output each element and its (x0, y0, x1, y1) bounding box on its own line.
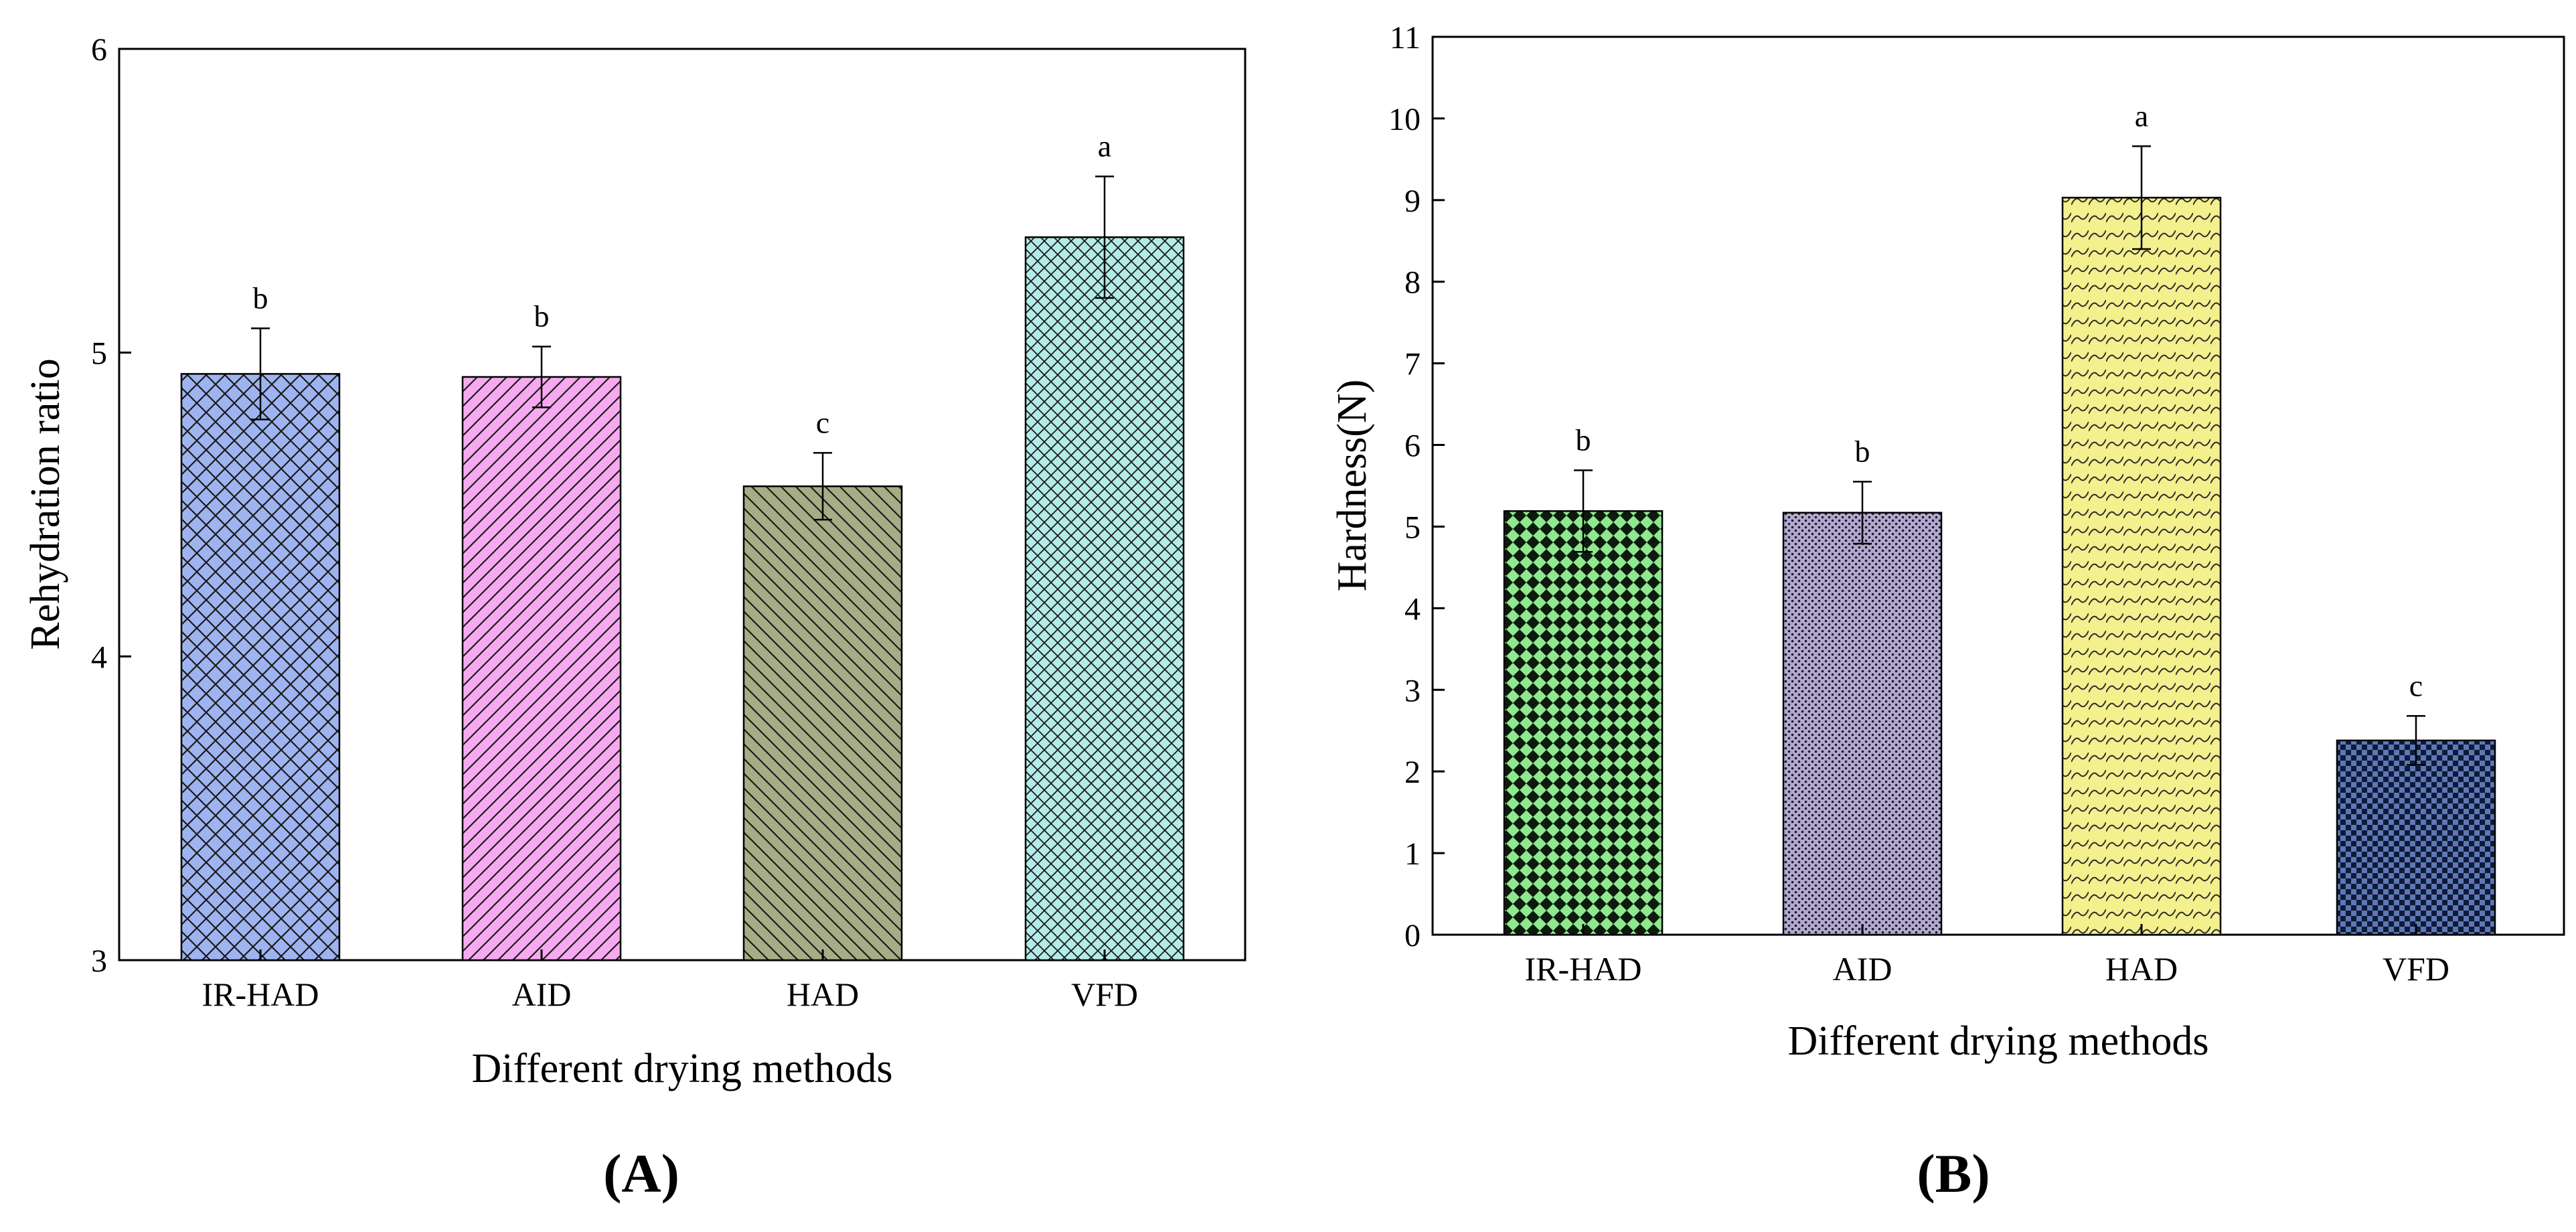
x-tick-label: AID (512, 976, 572, 1013)
y-tick-label: 5 (91, 336, 107, 372)
y-tick-label: 0 (1404, 918, 1421, 953)
bar-aid (461, 376, 622, 961)
y-tick-label: 1 (1404, 836, 1421, 872)
error-bar-had (813, 452, 832, 521)
x-tick-label: VFD (2383, 950, 2449, 988)
plot-area-b (1431, 35, 2565, 936)
x-tick-label: HAD (2105, 950, 2178, 988)
significance-label: a (1098, 129, 1111, 163)
panel-a: 3 4 5 6 b b c a IR-HAD AID HAD VFD Rehydration ra… (23, 32, 1246, 1204)
y-tick-label: 8 (1404, 265, 1421, 301)
bar-aid (1782, 512, 1943, 936)
error-bar-ir-had (251, 327, 270, 420)
xlabel-b: Different drying methods (1787, 1018, 2208, 1064)
error-bar-aid (1853, 481, 1872, 545)
bar-ir-had (1503, 510, 1664, 936)
bar-vfd (1024, 236, 1185, 961)
bar-had (2061, 196, 2222, 936)
y-tick-label: 4 (91, 639, 107, 675)
x-tick-label: IR-HAD (1525, 950, 1642, 988)
y-tick-label: 7 (1404, 347, 1421, 382)
error-bar-ir-had (1574, 469, 1593, 553)
panel-label-b: (B) (1917, 1143, 1990, 1204)
ylabel-a: Rehydration ratio (23, 358, 68, 650)
xlabel-a: Different drying methods (471, 1046, 892, 1091)
bar-ir-had (180, 373, 341, 961)
y-axis-b: 0 1 2 3 4 5 6 7 8 9 10 11 (1388, 20, 1445, 953)
panel-b: 0 1 2 3 4 5 6 7 8 9 10 11 b b a c IR-HAD AID HAD VFD Hard… (1330, 20, 2565, 1204)
y-tick-label: 6 (91, 32, 107, 68)
y-tick-label: 4 (1404, 591, 1421, 627)
x-axis-b: IR-HAD AID HAD VFD (1525, 924, 2449, 988)
x-tick-label: VFD (1071, 976, 1138, 1013)
significance-label: c (2409, 668, 2423, 702)
x-axis-a: IR-HAD AID HAD VFD (202, 949, 1138, 1013)
x-tick-label: HAD (787, 976, 859, 1013)
y-tick-label: 6 (1404, 429, 1421, 464)
y-tick-label: 2 (1404, 755, 1421, 790)
ylabel-b: Hardness(N) (1330, 380, 1375, 592)
y-tick-label: 11 (1390, 20, 1421, 56)
bars-b: b b a c (1503, 98, 2496, 936)
bar-had (742, 485, 903, 961)
y-tick-label: 3 (1404, 673, 1421, 708)
y-tick-label: 9 (1404, 183, 1421, 219)
significance-label: b (253, 281, 268, 315)
significance-label: b (534, 299, 550, 333)
error-bar-aid (532, 345, 551, 408)
panel-label-a: (A) (603, 1143, 679, 1204)
plot-area-a (118, 48, 1246, 961)
y-axis-a: 3 4 5 6 (91, 32, 131, 979)
y-tick-label: 3 (91, 943, 107, 979)
significance-label: a (2135, 98, 2148, 133)
significance-label: b (1855, 434, 1870, 468)
significance-label: c (816, 405, 829, 439)
bars-a: b b c a (180, 129, 1185, 961)
y-tick-label: 10 (1388, 102, 1421, 137)
x-tick-label: AID (1833, 950, 1893, 988)
y-tick-label: 5 (1404, 510, 1421, 545)
significance-label: b (1576, 422, 1591, 457)
error-bar-had (2132, 145, 2151, 250)
bar-vfd (2336, 739, 2496, 936)
x-tick-label: IR-HAD (202, 976, 319, 1013)
error-bar-vfd (1095, 175, 1114, 299)
error-bar-vfd (2407, 715, 2425, 766)
